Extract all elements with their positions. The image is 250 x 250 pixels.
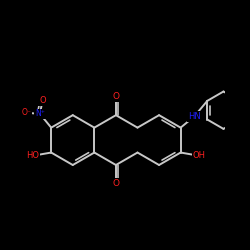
- Text: O: O: [39, 96, 46, 105]
- Text: N⁺: N⁺: [35, 110, 45, 118]
- Text: HO: HO: [26, 150, 39, 160]
- Text: HN: HN: [188, 112, 201, 121]
- Text: O⁻: O⁻: [21, 108, 31, 117]
- Text: OH: OH: [193, 150, 206, 160]
- Text: O: O: [112, 179, 119, 188]
- Text: O: O: [112, 92, 119, 101]
